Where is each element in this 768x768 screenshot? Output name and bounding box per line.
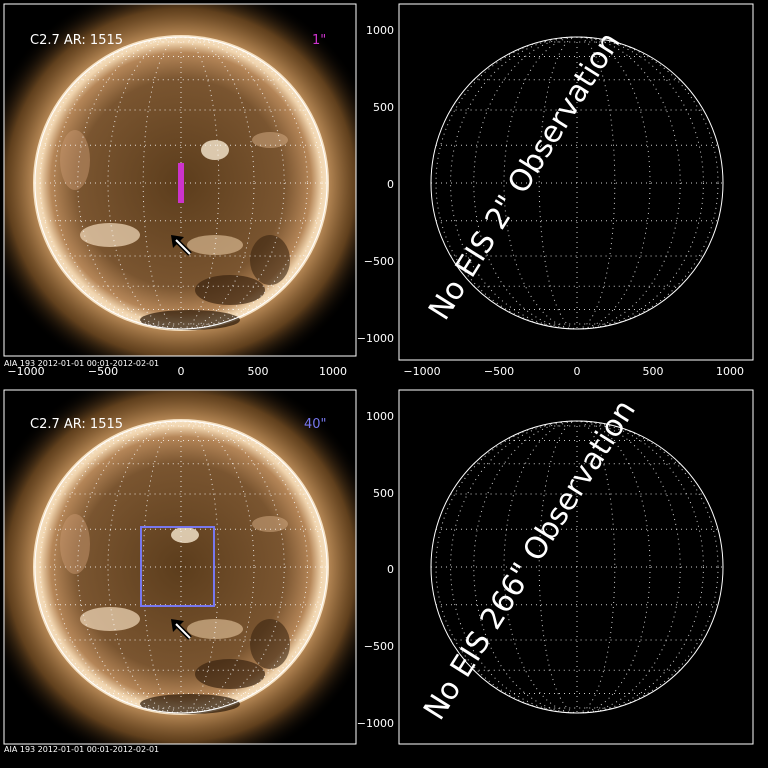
x-tick-label: −1000	[7, 365, 44, 378]
y-tick-label: 0	[387, 563, 394, 576]
x-tick-label: 500	[248, 365, 269, 378]
longitude-line	[538, 420, 616, 714]
y-tick-label: 1000	[366, 24, 394, 37]
x-tick-label: −500	[88, 365, 118, 378]
y-ticks: 1000 500 0 −500 −1000	[357, 410, 394, 730]
longitude-line	[54, 420, 308, 714]
panel-bottom-left: C2.7 AR: 1515 40" AIA 193 2012-01-01 00:…	[3, 389, 357, 754]
x-tick-label: 500	[643, 365, 664, 378]
y-tick-label: −1000	[357, 332, 394, 345]
no-observation-label: No EIS 2" Observation	[422, 26, 628, 326]
panel-top-left: C2.7 AR: 1515 1" AIA 193 2012-01-01 00:0…	[3, 3, 357, 378]
axes-frame	[398, 3, 754, 361]
y-tick-label: 1000	[366, 410, 394, 423]
longitude-line	[450, 36, 704, 330]
heliographic-grid	[431, 36, 723, 330]
image-footer: AIA 193 2012-01-01 00:01-2012-02-01	[4, 359, 159, 368]
eis-raster-box	[140, 526, 215, 607]
longitude-line	[54, 36, 308, 330]
x-ticks: −1000 −500 0 500 1000	[403, 365, 744, 378]
flare-label: C2.7 AR: 1515	[30, 33, 123, 48]
panel-bottom-right: 1000 500 0 −500 −1000 No EIS 266" Observ…	[357, 389, 754, 745]
x-tick-label: 0	[178, 365, 185, 378]
axes-frame	[398, 389, 754, 745]
y-ticks: 1000 500 0 −500 −1000	[357, 24, 394, 345]
y-tick-label: −500	[364, 640, 394, 653]
longitude-line	[473, 420, 681, 714]
y-tick-label: −500	[364, 255, 394, 268]
x-ticks: −1000 −500 0 500 1000	[7, 365, 347, 378]
x-tick-label: 1000	[716, 365, 744, 378]
longitude-line	[473, 36, 681, 330]
longitude-line	[142, 36, 220, 330]
longitude-line	[450, 420, 704, 714]
longitude-line	[435, 36, 719, 330]
arrow-pointer-icon	[171, 235, 192, 256]
longitude-line	[142, 420, 220, 714]
longitude-line	[39, 420, 323, 714]
x-tick-label: −500	[484, 365, 514, 378]
x-tick-label: 1000	[319, 365, 347, 378]
panel-top-right: 1000 500 0 −500 −1000 −1000 −500 0 500 1…	[357, 3, 754, 378]
longitude-line	[77, 420, 285, 714]
y-tick-label: −1000	[357, 717, 394, 730]
y-tick-label: 0	[387, 178, 394, 191]
slit-label: 1"	[312, 33, 326, 48]
longitude-line	[77, 36, 285, 330]
slit-label: 40"	[304, 417, 327, 432]
y-tick-label: 500	[373, 101, 394, 114]
sun-image-top	[4, 4, 356, 356]
eis-slit-marker	[178, 163, 184, 203]
longitude-line	[39, 36, 323, 330]
image-footer: AIA 193 2012-01-01 00:01-2012-02-01	[4, 745, 159, 754]
heliographic-grid	[431, 420, 723, 714]
x-tick-label: 0	[574, 365, 581, 378]
axes-frame	[3, 3, 357, 357]
arrow-pointer-icon	[171, 619, 192, 640]
longitude-line	[435, 420, 719, 714]
axes-frame	[3, 389, 357, 745]
x-tick-label: −1000	[403, 365, 440, 378]
flare-label: C2.7 AR: 1515	[30, 417, 123, 432]
y-tick-label: 500	[373, 487, 394, 500]
longitude-line	[538, 36, 616, 330]
heliographic-grid	[35, 420, 327, 714]
